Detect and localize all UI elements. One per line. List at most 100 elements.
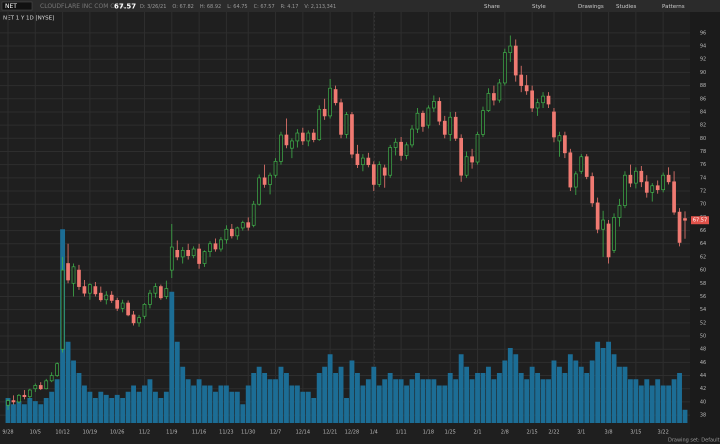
last-price: 67.57	[114, 3, 136, 11]
volume-bar	[27, 398, 33, 423]
x-tick-label: 3/15	[630, 430, 641, 436]
volume-bar	[611, 354, 617, 423]
volume-bar	[677, 373, 682, 423]
volume-bar	[152, 391, 158, 423]
candle-body	[224, 228, 229, 241]
volume-bar	[595, 341, 601, 423]
candle-body	[573, 173, 578, 188]
candle-body	[317, 108, 322, 140]
volume-bar	[333, 373, 339, 423]
volume-bar	[464, 366, 470, 423]
y-tick-label: 60	[700, 268, 706, 274]
y-tick-label: 64	[700, 241, 706, 247]
candle-body	[175, 249, 180, 258]
candle-body	[197, 248, 201, 264]
volume-bar	[584, 373, 590, 423]
y-tick-label: 40	[700, 399, 706, 405]
toolbar-button[interactable]: Patterns	[662, 4, 685, 10]
volume-bar	[431, 379, 437, 423]
candle-body	[492, 93, 496, 101]
candle-body	[486, 93, 491, 111]
candle-body	[109, 294, 114, 301]
volume-bar	[349, 360, 355, 423]
volume-bar	[322, 366, 328, 423]
candle-body	[661, 174, 666, 191]
candle-body	[388, 147, 393, 176]
x-tick-label: 10/12	[55, 430, 69, 436]
volume-bar	[305, 391, 311, 423]
x-tick-label: 10/26	[110, 430, 124, 436]
x-tick-label: 11/30	[241, 430, 255, 436]
volume-bar	[147, 379, 153, 423]
x-tick-label: 11/16	[192, 430, 206, 436]
volume-bar	[92, 398, 98, 423]
y-tick-label: 86	[700, 96, 706, 102]
candle-body	[344, 114, 349, 135]
volume-bar	[207, 385, 213, 423]
volume-bar	[535, 373, 541, 423]
quote-item: L: 64.75	[227, 4, 247, 10]
candle-body	[295, 132, 300, 142]
volume-bar	[114, 394, 120, 423]
toolbar-button[interactable]: Style	[532, 4, 546, 10]
candle-body	[530, 90, 534, 109]
candle-body	[432, 101, 436, 109]
candle-body	[339, 102, 343, 135]
candle-body	[508, 45, 513, 53]
x-tick-label: 1/25	[445, 430, 456, 436]
candle-body	[448, 116, 453, 135]
volume-bar	[185, 379, 191, 423]
volume-bar	[218, 385, 224, 423]
price-tag-label: 67.57	[693, 218, 707, 224]
candle-body	[382, 167, 387, 176]
x-tick-label: 12/14	[296, 430, 310, 436]
toolbar-button[interactable]: Share	[484, 4, 500, 10]
candle-body	[634, 170, 638, 184]
volume-bar	[234, 391, 240, 423]
candle-body	[639, 170, 644, 183]
volume-bar	[540, 379, 546, 423]
candle-body	[169, 246, 174, 271]
x-tick-label: 11/9	[166, 430, 177, 436]
candle-body	[568, 152, 573, 188]
x-tick-label: 3/22	[658, 430, 669, 436]
volume-bar	[606, 341, 611, 423]
candle-body	[22, 394, 27, 397]
candle-body	[27, 389, 32, 397]
toolbar-button[interactable]: Studies	[616, 4, 637, 10]
candle-body	[115, 300, 120, 309]
candle-body	[251, 203, 256, 226]
candle-body	[186, 249, 191, 256]
x-tick-label: 12/7	[270, 430, 281, 436]
quote-item: V: 2,113,341	[304, 4, 336, 10]
toolbar-button[interactable]: Drawings	[578, 4, 604, 10]
y-tick-label: 54	[700, 307, 706, 313]
volume-bar	[169, 291, 175, 423]
footer: Drawing set: Default	[668, 438, 720, 444]
candle-body	[49, 375, 54, 382]
toolbar-buttons: Share Style Drawings Studies Patterns	[484, 4, 685, 10]
volume-bar	[382, 379, 388, 423]
candle-body	[191, 248, 196, 256]
candle-body	[273, 161, 278, 176]
y-tick-label: 88	[700, 83, 706, 89]
x-tick-label: 12/21	[323, 430, 337, 436]
y-tick-label: 38	[700, 413, 706, 419]
candle-body	[612, 217, 616, 251]
candle-body	[235, 227, 240, 237]
volume-bar	[16, 401, 22, 423]
volume-bar	[589, 360, 595, 423]
x-tick-label: 2/22	[548, 430, 559, 436]
symbol-box[interactable]	[1, 1, 33, 11]
volume-bar	[213, 391, 218, 423]
candle-body	[677, 211, 682, 243]
volume-bar	[11, 404, 16, 423]
volume-bar	[507, 348, 513, 423]
volume-bar	[551, 360, 557, 423]
volume-bar	[289, 385, 295, 423]
volume-bar	[109, 398, 115, 423]
quote-bar: D: 3/26/21 O: 67.82 H: 68.92 L: 64.75 C: 67.…	[140, 4, 336, 10]
volume-bar	[82, 385, 87, 423]
candle-body	[683, 218, 687, 221]
volume-bar	[529, 366, 535, 423]
